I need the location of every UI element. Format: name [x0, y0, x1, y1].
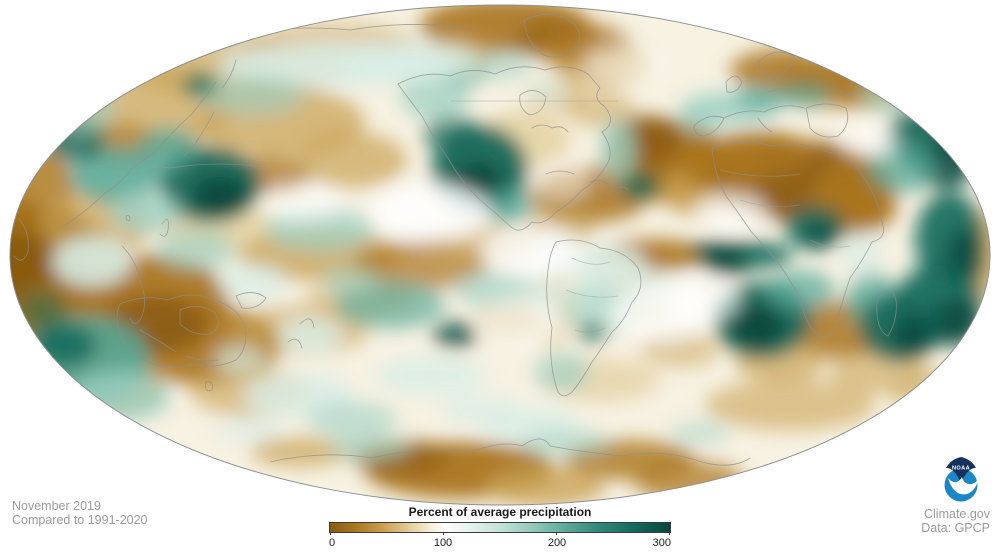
- tick-label-0: 0: [329, 537, 336, 549]
- colorbar-tick-mark: [330, 532, 331, 535]
- source-attribution: NOAA Climate.gov Data: GPCP: [921, 456, 990, 535]
- data-source-label: Data: GPCP: [921, 521, 990, 535]
- map-outline: [9, 4, 991, 506]
- site-label: Climate.gov: [924, 507, 990, 521]
- noaa-logo-text: NOAA: [952, 466, 970, 472]
- colorbar: [329, 522, 671, 535]
- tick-label-200: 200: [547, 537, 567, 549]
- period-label: November 2019: [12, 499, 101, 513]
- noaa-seagull-icon: [948, 476, 979, 495]
- coastlines: [13, 14, 897, 466]
- tick-label-100: 100: [433, 537, 453, 549]
- colorbar-tick-mark: [669, 532, 670, 535]
- tick-label-300: 300: [652, 537, 671, 549]
- date-attribution: November 2019 Compared to 1991-2020: [12, 499, 148, 527]
- noaa-logo-crest: [946, 457, 976, 483]
- baseline-label: Compared to 1991-2020: [12, 513, 148, 527]
- noaa-logo: NOAA: [944, 457, 979, 502]
- colorbar-tick-labels: 0 100 200 300: [0, 537, 1000, 551]
- colorbar-title: Percent of average precipitation: [408, 505, 592, 519]
- colorbar-tick-mark: [556, 532, 558, 535]
- colorbar-tick-mark: [443, 532, 445, 535]
